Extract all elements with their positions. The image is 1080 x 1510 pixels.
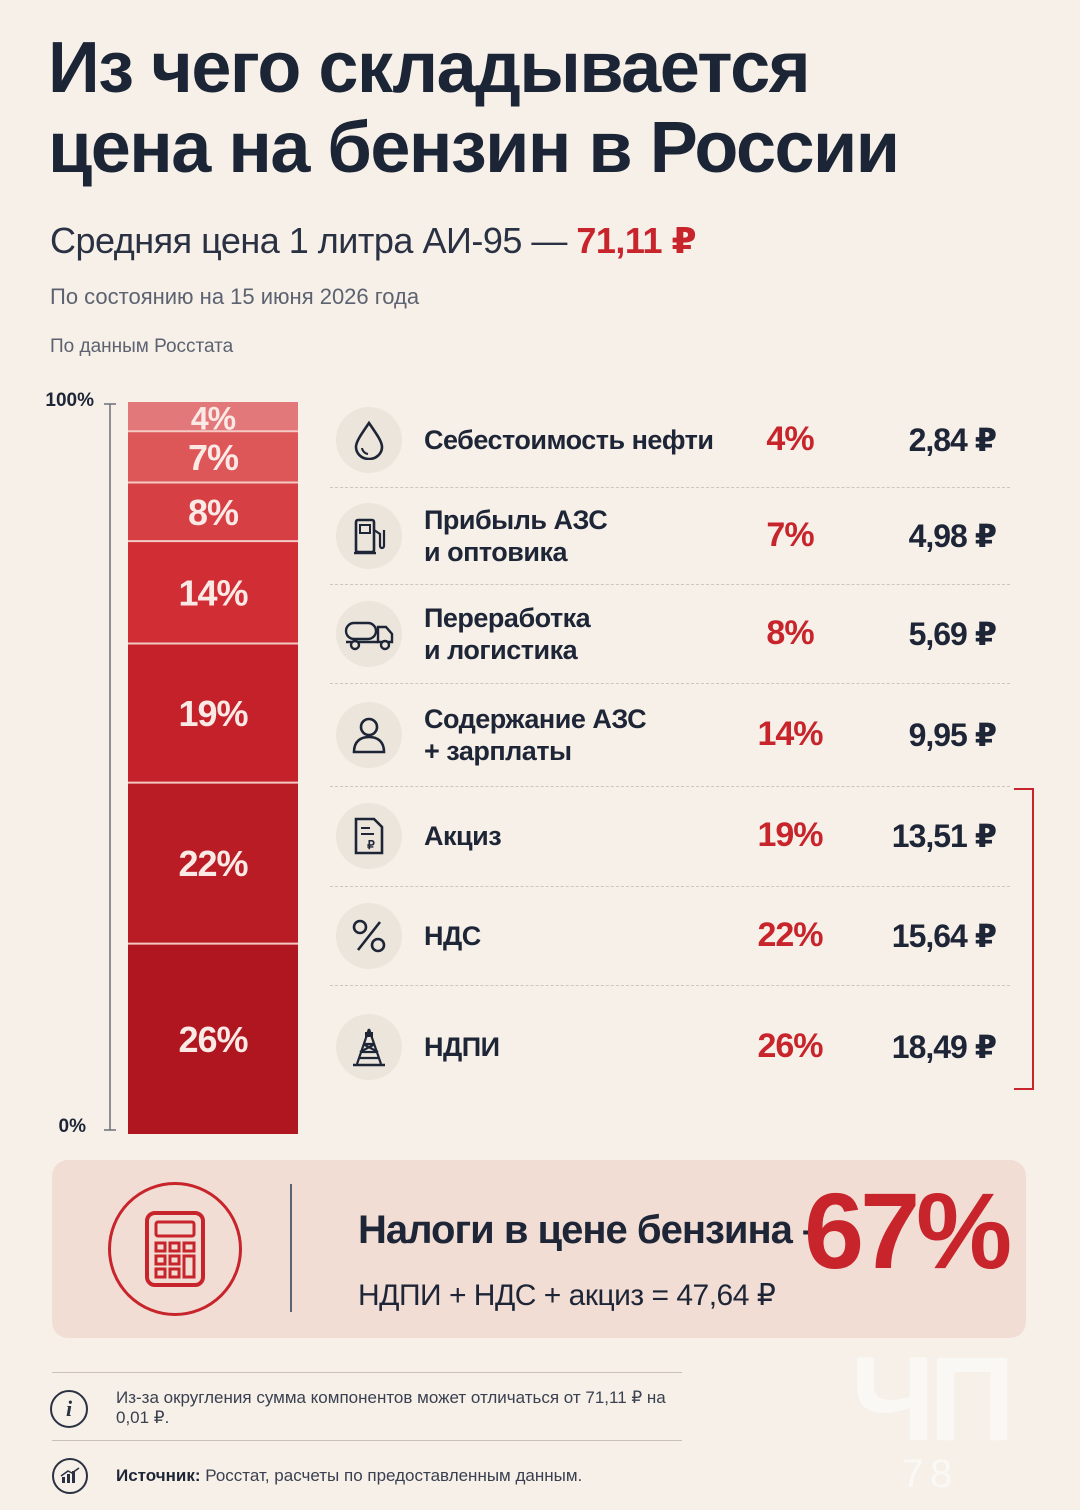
title-line-1: Из чего складывается (48, 28, 811, 108)
tax-summary-box: Налоги в цене бензина – НДПИ + НДС + акц… (52, 1160, 1026, 1338)
person-icon (336, 701, 402, 768)
svg-text:₽: ₽ (367, 838, 375, 852)
watermark-main: ЧП (850, 1332, 1016, 1466)
component-percent: 8% (766, 613, 814, 652)
component-row: НДПИ 26% 18,49 ₽ (330, 985, 1010, 1109)
component-row: ₽ Акциз 19% 13,51 ₽ (330, 786, 1010, 887)
percent-icon (336, 902, 402, 969)
tax-title: Налоги в цене бензина – (358, 1208, 824, 1252)
component-percent: 14% (757, 714, 823, 753)
component-name: Себестоимость нефти (424, 424, 714, 455)
axis-label-top: 100% (45, 390, 94, 411)
watermark-logo: ЧП 78 (830, 1332, 1030, 1504)
component-value: 13,51 ₽ (891, 818, 997, 854)
rounding-note: Из-за округления сумма компонентов может… (116, 1388, 666, 1427)
component-percent: 4% (766, 419, 814, 458)
component-name: Содержание АЗС + зарплаты (424, 703, 647, 766)
title-line-2: цена на бензин в России (48, 108, 900, 188)
component-value: 2,84 ₽ (908, 421, 997, 458)
bar-segment-label: 19% (178, 693, 248, 734)
tax-formula: НДПИ + НДС + акциз = 47,64 ₽ (358, 1279, 776, 1312)
bar-segment-label: 8% (188, 492, 239, 533)
bar-segment (128, 943, 298, 1134)
bar-segment (128, 782, 298, 944)
footer-divider (52, 1440, 682, 1441)
component-value: 9,95 ₽ (908, 716, 997, 753)
bar-segment (128, 431, 298, 483)
bar-segment (128, 402, 298, 432)
component-value: 18,49 ₽ (891, 1029, 997, 1065)
calculator-icon (108, 1182, 242, 1316)
tanker-truck-icon (336, 600, 402, 667)
chart-source-icon (52, 1458, 88, 1494)
subtitle: Средняя цена 1 литра АИ-95 — 71,11 ₽ (50, 218, 697, 264)
component-name: Прибыль АЗС и оптовика (424, 504, 608, 567)
component-percent: 19% (757, 816, 823, 854)
bar-segment (128, 541, 298, 644)
component-percent: 22% (757, 915, 823, 954)
bar-segment-label: 7% (188, 437, 239, 478)
component-value: 5,69 ₽ (908, 615, 997, 652)
component-row: Себестоимость нефти 4% 2,84 ₽ (330, 392, 1010, 488)
bar-segment-label: 26% (178, 1019, 248, 1060)
component-row: Содержание АЗС + зарплаты 14% 9,95 ₽ (330, 683, 1010, 787)
fuel-pump-icon (336, 502, 402, 569)
component-row: Прибыль АЗС и оптовика 7% 4,98 ₽ (330, 487, 1010, 585)
tax-box-divider (290, 1184, 292, 1312)
source-line: Источник: Росстат, расчеты по предоставл… (116, 1466, 582, 1486)
stacked-bar-chart: 100%0%4%7%8%14%19%22%26% (45, 390, 298, 1137)
axis-label-bottom: 0% (59, 1116, 87, 1137)
bar-segment-label: 22% (178, 843, 248, 884)
oil-derrick-icon (336, 1014, 402, 1080)
component-row: Переработка и логистика 8% 5,69 ₽ (330, 584, 1010, 684)
bar-segment (128, 482, 298, 542)
source-label: Источник: (116, 1466, 201, 1485)
page-title: Из чего складывается цена на бензин в Ро… (48, 28, 1008, 188)
as-of-date: По состоянию на 15 июня 2026 года (50, 284, 420, 309)
excise-document-icon: ₽ (336, 803, 402, 869)
tax-share: 67% (804, 1170, 1012, 1291)
source-text: Росстат, расчеты по предоставленным данн… (205, 1466, 583, 1485)
subtitle-prefix: Средняя цена 1 литра АИ-95 — (50, 220, 567, 261)
tax-bracket (1014, 788, 1034, 1090)
component-value: 15,64 ₽ (891, 917, 997, 954)
component-percent: 26% (757, 1027, 823, 1065)
component-percent: 7% (766, 515, 814, 554)
component-name: НДПИ (424, 1032, 500, 1062)
data-source-label: По данным Росстата (50, 336, 234, 357)
component-value: 4,98 ₽ (908, 517, 997, 554)
footer-divider (52, 1372, 682, 1373)
info-icon: i (50, 1390, 88, 1428)
component-row: НДС 22% 15,64 ₽ (330, 886, 1010, 986)
oil-drop-icon (336, 406, 402, 473)
component-name: Акциз (424, 821, 502, 851)
watermark-sub: 78 (901, 1452, 959, 1496)
subtitle-price: 71,11 ₽ (576, 220, 697, 261)
bar-segment (128, 643, 298, 783)
bar-segment-label: 14% (178, 572, 248, 613)
component-name: Переработка и логистика (424, 602, 591, 665)
component-name: НДС (424, 920, 481, 951)
